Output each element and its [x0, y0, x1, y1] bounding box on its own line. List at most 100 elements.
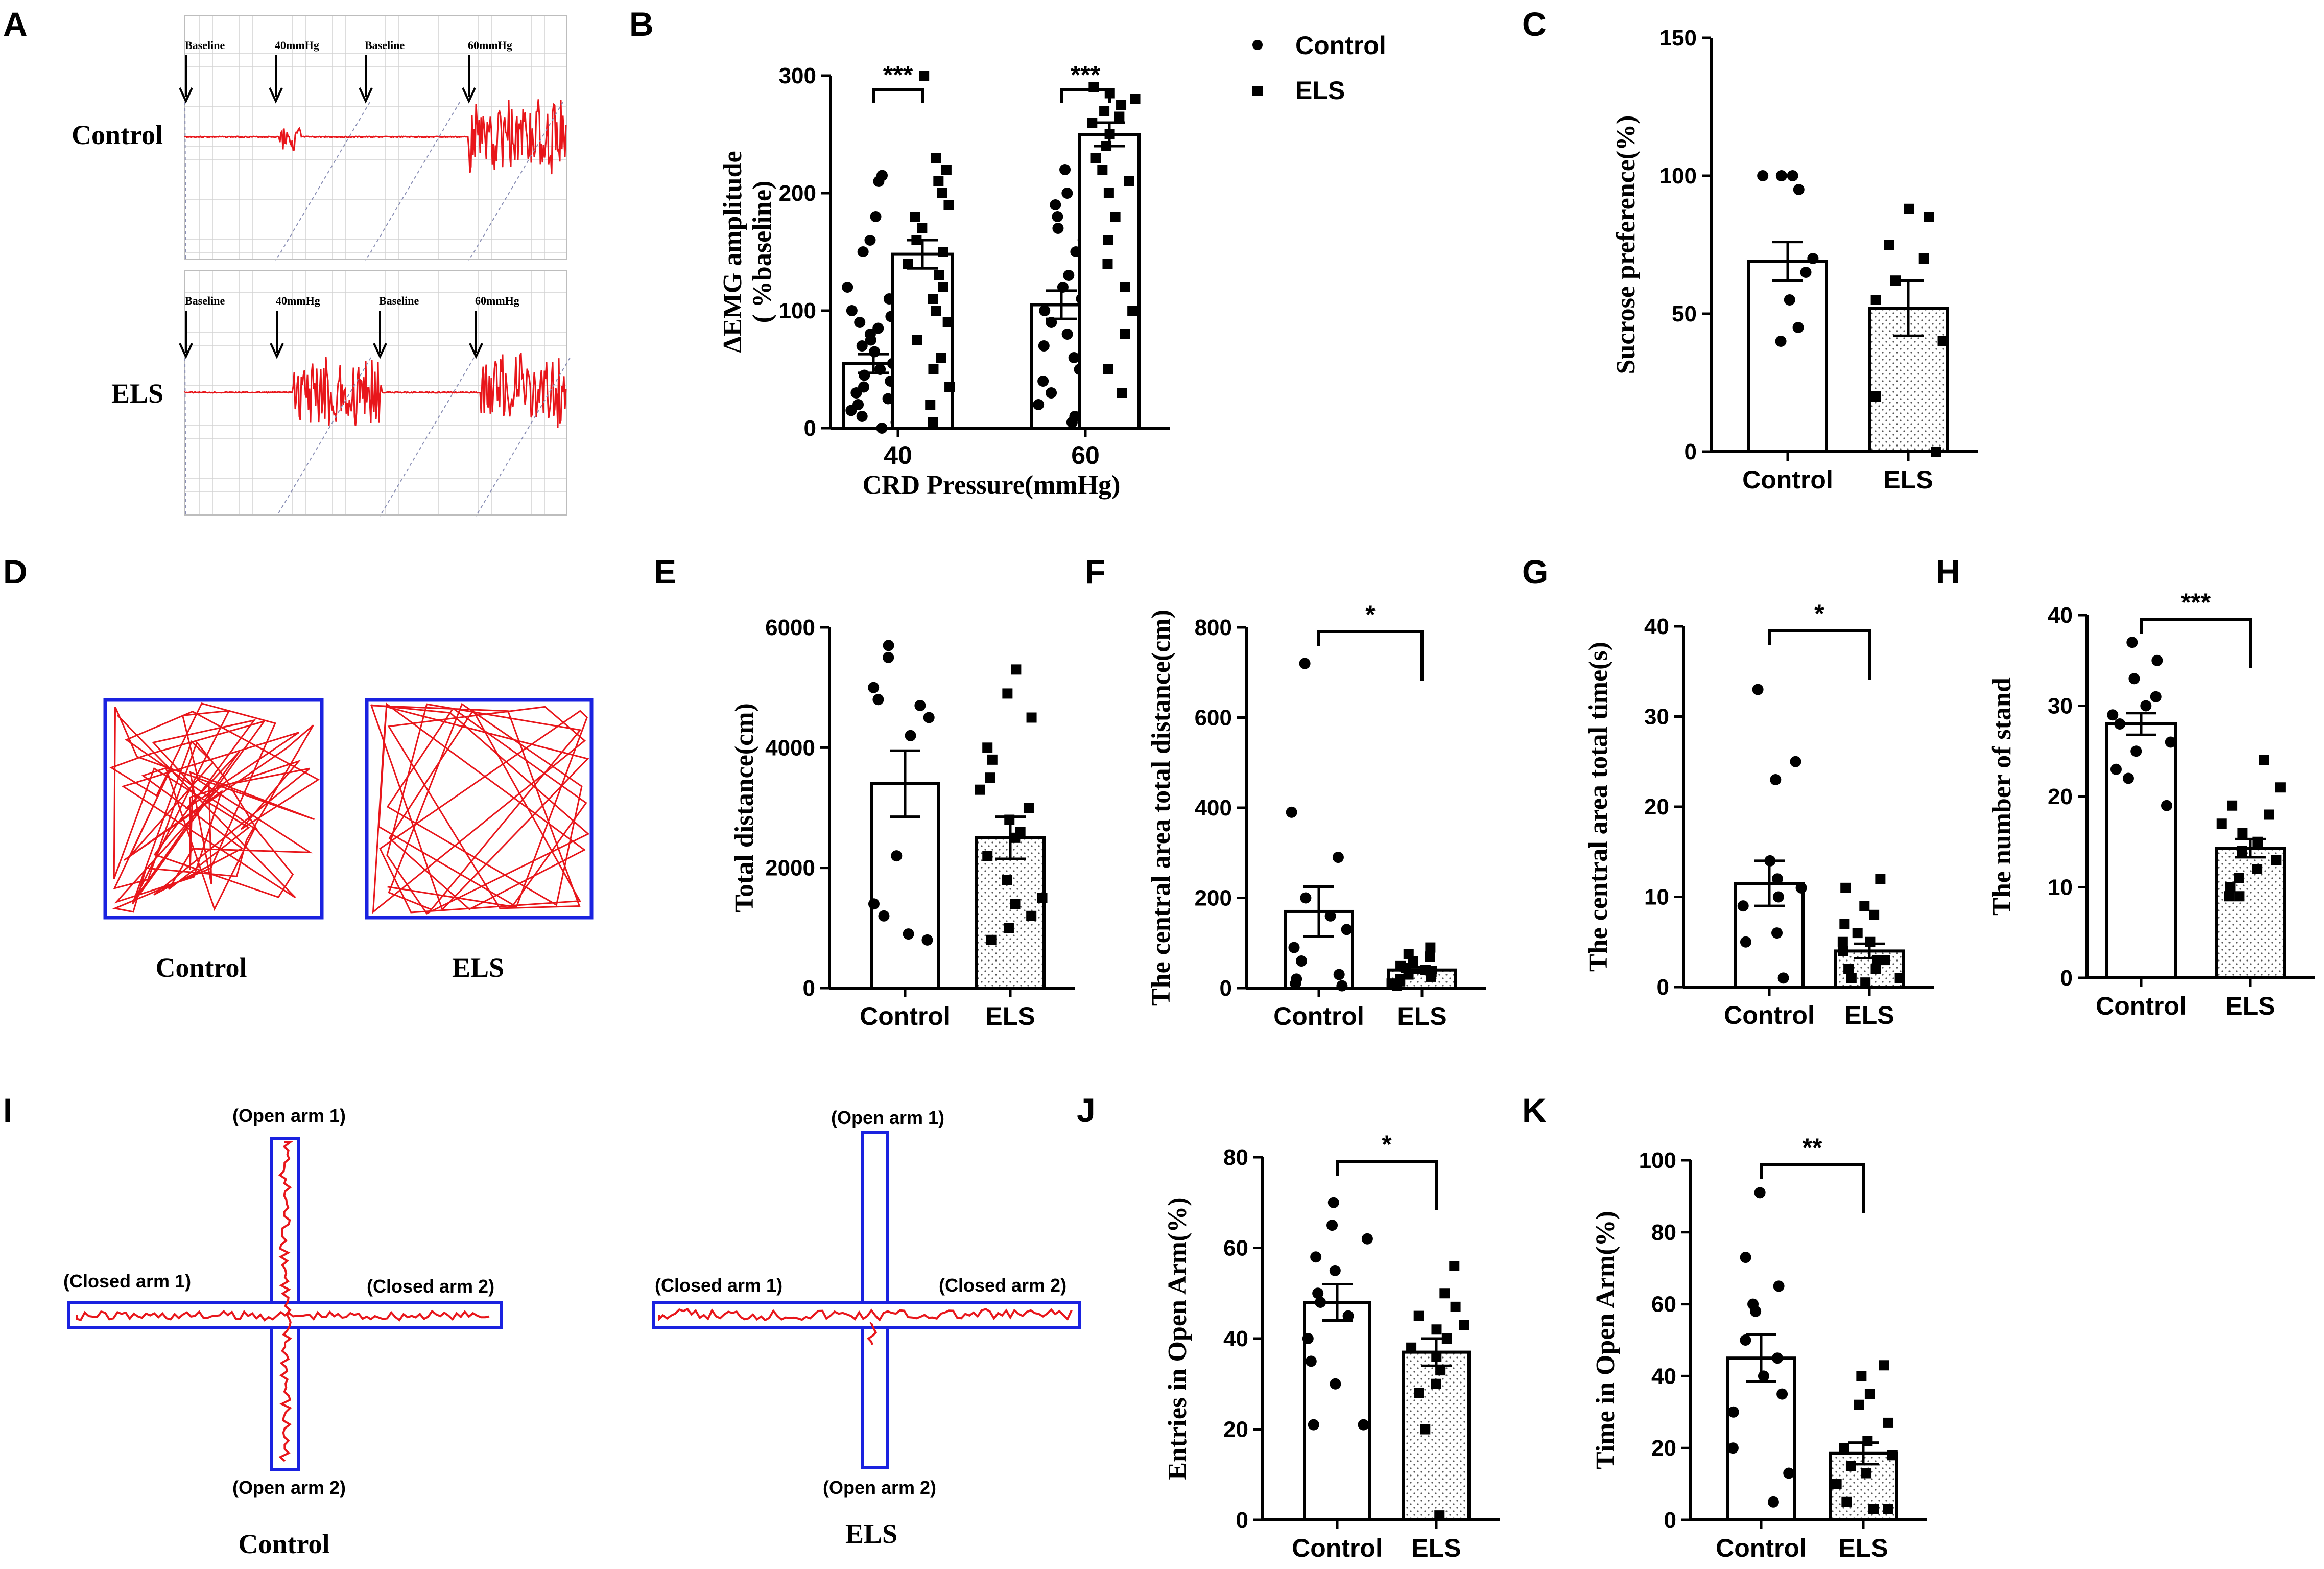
y-tick-label: 20: [1644, 794, 1669, 819]
y-tick-label: 0: [1664, 1508, 1676, 1533]
central-distance-chart: 0 200 400 600 800 The central area total dist…: [1147, 600, 1486, 1031]
significance-label: **: [1803, 1133, 1822, 1162]
data-point: [1315, 1297, 1326, 1308]
data-point: [2275, 782, 2286, 793]
data-point: [986, 934, 997, 945]
data-point: [1846, 973, 1857, 983]
x-axis-label: CRD Pressure(mmHg): [863, 471, 1121, 500]
bar: [1734, 882, 1805, 989]
data-point: [2252, 836, 2263, 847]
data-point: [870, 211, 882, 222]
data-point: [1050, 199, 1061, 210]
data-point: [1116, 100, 1127, 110]
data-point: [2128, 673, 2140, 685]
data-point: [846, 305, 858, 316]
data-point: [1839, 1443, 1849, 1454]
data-point: [925, 400, 936, 410]
data-point: [1838, 946, 1848, 956]
data-point: [1852, 928, 1863, 939]
data-point: [1361, 1233, 1373, 1245]
data-point: [905, 730, 916, 741]
data-point: [919, 71, 930, 81]
data-point: [1413, 1388, 1424, 1398]
maze-control-label: Control: [238, 1529, 329, 1559]
y-axis-label: The central area total time(s): [1584, 642, 1613, 972]
data-point: [856, 411, 868, 422]
y-tick-label: 200: [779, 181, 816, 206]
panel-label-f: F: [1085, 553, 1105, 591]
legend-control-label: Control: [1295, 31, 1386, 60]
data-point: [931, 306, 941, 316]
data-point: [1391, 980, 1402, 991]
panel-label-g: G: [1522, 553, 1548, 591]
data-point: [2161, 800, 2172, 811]
data-point: [938, 282, 948, 292]
x-tick-label: ELS: [985, 1002, 1035, 1031]
data-point: [882, 393, 894, 405]
data-point: [868, 898, 880, 910]
emg-marker-line: [476, 357, 571, 517]
data-point: [1757, 170, 1769, 181]
arena-els-label: ELS: [452, 952, 504, 983]
data-point: [1771, 1352, 1783, 1364]
data-point: [1288, 942, 1300, 953]
data-point: [943, 200, 954, 210]
significance-bracket: [1760, 1163, 1865, 1213]
data-point: [1038, 340, 1050, 352]
data-point: [1046, 317, 1057, 328]
y-tick-label: 100: [779, 298, 816, 323]
y-tick-label: 2000: [765, 856, 815, 881]
data-point: [1103, 364, 1113, 374]
data-point: [1090, 153, 1101, 163]
data-point: [903, 259, 913, 269]
emg-panel: Control ELS Baseline 40mmHg Baseline 60mmHg…: [72, 15, 571, 517]
data-point: [923, 712, 935, 723]
data-point: [1305, 1355, 1317, 1367]
maze-els-vertical-arm: [861, 1131, 889, 1469]
x-tick-label: Control: [2096, 992, 2187, 1020]
maze-control-closed-arm-1: (Closed arm 1): [63, 1271, 191, 1292]
data-point: [1431, 1324, 1442, 1335]
data-point: [1046, 387, 1057, 399]
data-point: [1807, 253, 1819, 264]
data-point: [933, 176, 944, 186]
x-tick-label: ELS: [2225, 992, 2275, 1020]
y-axis-label: Total distance(cm): [730, 703, 759, 912]
data-point: [1010, 899, 1021, 909]
open-arm-time-chart: 0 20 40 60 80 100 Time in Open Arm(%) Control EL…: [1591, 1133, 1927, 1562]
y-tick-label: 80: [1651, 1220, 1676, 1245]
data-point: [2107, 709, 2119, 721]
data-point: [876, 423, 888, 434]
x-tick-label: 60: [1071, 441, 1100, 470]
data-point: [878, 910, 890, 922]
data-point: [857, 246, 869, 257]
data-point: [2271, 855, 2282, 865]
data-point: [937, 188, 947, 198]
y-tick-label: 0: [1685, 439, 1697, 464]
data-point: [1431, 1351, 1442, 1362]
data-point: [2234, 873, 2244, 883]
y-axis-label: Time in Open Arm(%): [1591, 1211, 1620, 1469]
data-point: [1087, 118, 1098, 128]
sucrose-preference-chart: 0 50 100 150 Sucrose preference(%) Control ELS: [1611, 26, 1978, 494]
data-point: [1890, 275, 1901, 286]
data-point: [1299, 658, 1311, 669]
data-point: [934, 270, 944, 280]
significance-bracket: [1317, 630, 1424, 681]
significance-bracket: [2140, 618, 2252, 668]
data-point: [1737, 900, 1749, 912]
maze-els-closed-arm-2: (Closed arm 2): [939, 1275, 1066, 1296]
data-point: [1425, 942, 1436, 953]
emg-marker-label: Baseline: [379, 294, 419, 307]
data-point: [1775, 336, 1787, 347]
data-point: [872, 322, 884, 334]
data-point: [1290, 978, 1301, 990]
data-point: [859, 369, 870, 381]
panel-label-i: I: [3, 1091, 12, 1129]
data-point: [1435, 1365, 1446, 1376]
data-point: [1872, 955, 1883, 966]
total-distance-chart: 0 2000 4000 6000 Total distance(cm) Control EL…: [730, 615, 1075, 1031]
data-point: [891, 850, 903, 862]
y-axis-label: Entries in Open Arm(%): [1163, 1197, 1192, 1480]
data-point: [1124, 176, 1134, 186]
